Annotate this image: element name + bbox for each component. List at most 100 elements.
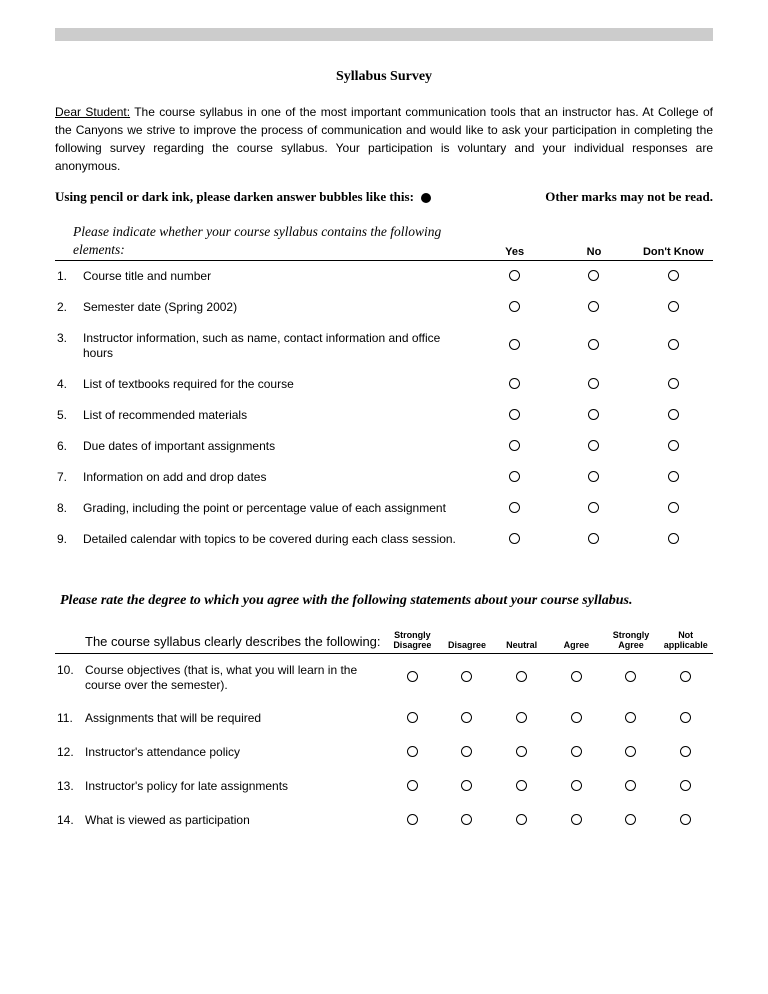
col-header-dontknow: Don't Know xyxy=(634,246,713,258)
item-text: What is viewed as participation xyxy=(85,804,385,838)
bubble-opt[interactable] xyxy=(625,746,636,757)
bubble-no[interactable] xyxy=(588,409,599,420)
bubble-opt[interactable] xyxy=(407,780,418,791)
item-text: Detailed calendar with topics to be cove… xyxy=(83,524,475,555)
item-text: Course objectives (that is, what you wil… xyxy=(85,654,385,702)
bubble-dontknow[interactable] xyxy=(668,301,679,312)
bubble-opt[interactable] xyxy=(516,671,527,682)
table-row: 2.Semester date (Spring 2002) xyxy=(55,292,713,323)
col-header-n: Neutral xyxy=(494,641,549,651)
bubble-opt[interactable] xyxy=(571,712,582,723)
bubble-opt[interactable] xyxy=(625,671,636,682)
table-row: 8.Grading, including the point or percen… xyxy=(55,493,713,524)
bubble-no[interactable] xyxy=(588,339,599,350)
bubble-no[interactable] xyxy=(588,440,599,451)
item-text: List of recommended materials xyxy=(83,400,475,431)
instruction-left: Using pencil or dark ink, please darken … xyxy=(55,189,414,204)
section2-subprompt: The course syllabus clearly describes th… xyxy=(55,634,385,651)
bubble-opt[interactable] xyxy=(625,814,636,825)
bubble-yes[interactable] xyxy=(509,440,520,451)
bubble-no[interactable] xyxy=(588,378,599,389)
col-header-sd: Strongly Disagree xyxy=(385,631,440,651)
col-header-yes: Yes xyxy=(475,246,554,258)
bubble-no[interactable] xyxy=(588,471,599,482)
item-number: 8. xyxy=(55,493,83,524)
bubble-opt[interactable] xyxy=(461,814,472,825)
bubble-opt[interactable] xyxy=(571,746,582,757)
bubble-opt[interactable] xyxy=(516,780,527,791)
bubble-no[interactable] xyxy=(588,502,599,513)
item-number: 14. xyxy=(55,804,85,838)
section1-prompt: Please indicate whether your course syll… xyxy=(55,223,475,258)
bubble-dontknow[interactable] xyxy=(668,440,679,451)
bubble-opt[interactable] xyxy=(680,814,691,825)
table-row: 3.Instructor information, such as name, … xyxy=(55,323,713,369)
bubble-opt[interactable] xyxy=(571,671,582,682)
bubble-no[interactable] xyxy=(588,533,599,544)
bubble-opt[interactable] xyxy=(680,780,691,791)
item-text: Due dates of important assignments xyxy=(83,431,475,462)
bubble-opt[interactable] xyxy=(516,712,527,723)
section2-table: 10.Course objectives (that is, what you … xyxy=(55,654,713,838)
item-number: 1. xyxy=(55,261,83,292)
bubble-yes[interactable] xyxy=(509,471,520,482)
bubble-opt[interactable] xyxy=(680,746,691,757)
section2-prompt: Please rate the degree to which you agre… xyxy=(60,593,713,609)
bubble-opt[interactable] xyxy=(625,780,636,791)
item-text: Instructor's policy for late assignments xyxy=(85,770,385,804)
bubble-yes[interactable] xyxy=(509,502,520,513)
dear-student: Dear Student: xyxy=(55,105,130,119)
item-text: Instructor information, such as name, co… xyxy=(83,323,475,369)
bubble-dontknow[interactable] xyxy=(668,378,679,389)
bubble-no[interactable] xyxy=(588,270,599,281)
bubble-dontknow[interactable] xyxy=(668,533,679,544)
item-number: 12. xyxy=(55,736,85,770)
bubble-opt[interactable] xyxy=(461,780,472,791)
bubble-dontknow[interactable] xyxy=(668,270,679,281)
bubble-dontknow[interactable] xyxy=(668,502,679,513)
bubble-opt[interactable] xyxy=(407,671,418,682)
col-header-na: Not applicable xyxy=(658,631,713,651)
bubble-yes[interactable] xyxy=(509,533,520,544)
bubble-dontknow[interactable] xyxy=(668,339,679,350)
table-row: 4.List of textbooks required for the cou… xyxy=(55,369,713,400)
item-number: 5. xyxy=(55,400,83,431)
bubble-dontknow[interactable] xyxy=(668,471,679,482)
bubble-opt[interactable] xyxy=(625,712,636,723)
bubble-yes[interactable] xyxy=(509,270,520,281)
bubble-yes[interactable] xyxy=(509,301,520,312)
table-row: 11.Assignments that will be required xyxy=(55,702,713,736)
bubble-opt[interactable] xyxy=(571,814,582,825)
bubble-opt[interactable] xyxy=(680,712,691,723)
col-header-no: No xyxy=(554,246,633,258)
bubble-opt[interactable] xyxy=(680,671,691,682)
bubble-yes[interactable] xyxy=(509,409,520,420)
bubble-opt[interactable] xyxy=(461,671,472,682)
page-title: Syllabus Survey xyxy=(55,69,713,85)
item-number: 9. xyxy=(55,524,83,555)
bubble-no[interactable] xyxy=(588,301,599,312)
bubble-opt[interactable] xyxy=(571,780,582,791)
bubble-opt[interactable] xyxy=(407,814,418,825)
table-row: 6.Due dates of important assignments xyxy=(55,431,713,462)
bubble-yes[interactable] xyxy=(509,339,520,350)
bubble-opt[interactable] xyxy=(461,712,472,723)
item-text: Instructor's attendance policy xyxy=(85,736,385,770)
table-row: 7.Information on add and drop dates xyxy=(55,462,713,493)
header-bar xyxy=(55,28,713,41)
section1-header-row: Please indicate whether your course syll… xyxy=(55,223,713,258)
table-row: 5.List of recommended materials xyxy=(55,400,713,431)
bubble-opt[interactable] xyxy=(407,746,418,757)
item-number: 10. xyxy=(55,654,85,702)
bubble-yes[interactable] xyxy=(509,378,520,389)
bubble-opt[interactable] xyxy=(516,814,527,825)
bubble-opt[interactable] xyxy=(461,746,472,757)
bubble-dontknow[interactable] xyxy=(668,409,679,420)
bubble-opt[interactable] xyxy=(407,712,418,723)
instruction-row: Using pencil or dark ink, please darken … xyxy=(55,189,713,205)
table-row: 13.Instructor's policy for late assignme… xyxy=(55,770,713,804)
bubble-opt[interactable] xyxy=(516,746,527,757)
col-header-d: Disagree xyxy=(440,641,495,651)
section2-header-row: The course syllabus clearly describes th… xyxy=(55,631,713,651)
instruction-right: Other marks may not be read. xyxy=(545,189,713,205)
